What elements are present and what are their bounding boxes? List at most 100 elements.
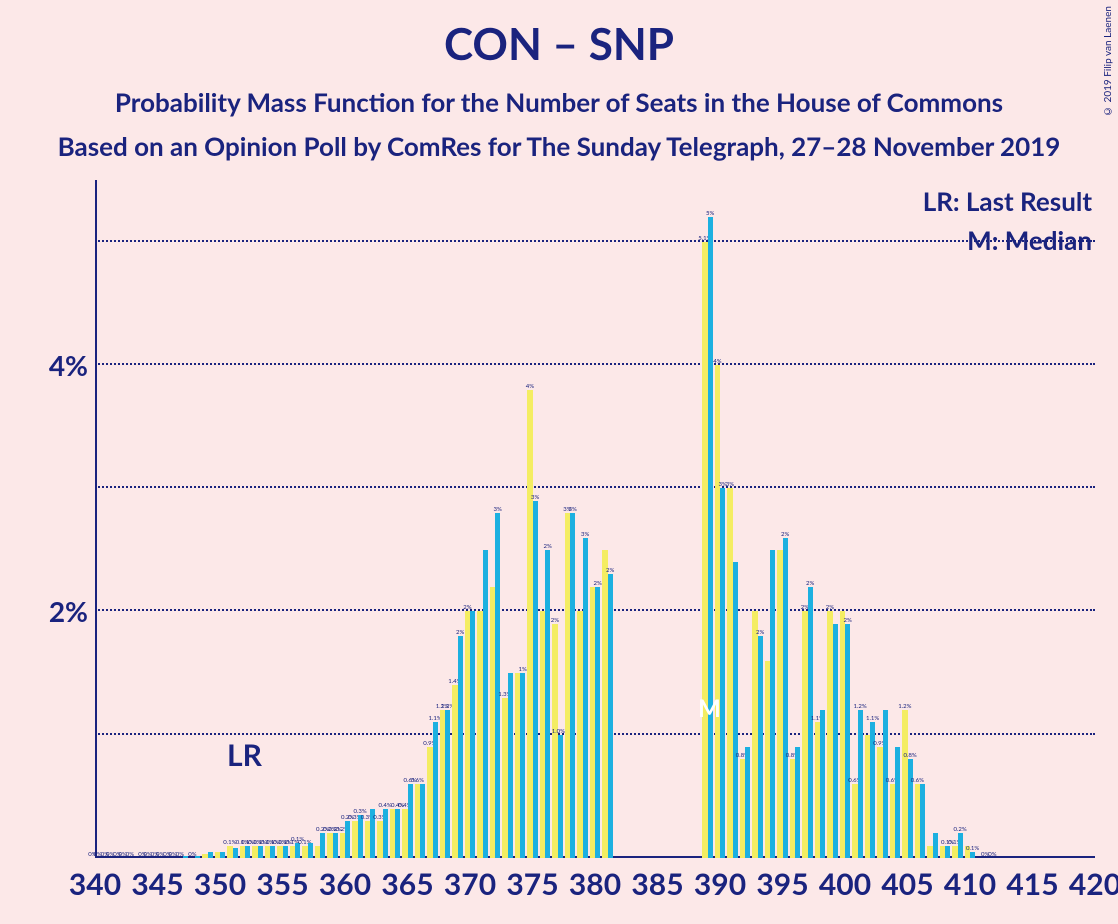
median-marker: M <box>698 694 721 723</box>
bar-value-label: 0% <box>988 851 996 858</box>
bar-series-b <box>895 747 900 858</box>
bar-series-b: 0.1% <box>283 846 288 858</box>
bar-value-label: 1% <box>518 666 526 673</box>
plot-area: 0%0%0%0%0%0%0%0%0%0%0%0%0%0%0%0.1%0.1%0.… <box>95 180 1095 858</box>
bar-value-label: 0.8% <box>904 752 917 759</box>
bar-series-b: 1.1% <box>433 722 438 858</box>
bar-value-label: 1.2% <box>854 703 867 710</box>
bar-series-b: 2% <box>545 550 550 858</box>
bar-value-label: 5% <box>706 210 714 217</box>
bar-value-label: 1.2% <box>898 703 911 710</box>
bar-series-b: 2% <box>808 587 813 858</box>
bar-series-b: 2% <box>458 636 463 858</box>
bar-value-label: 2% <box>456 629 464 636</box>
bar-series-b: 1.2% <box>445 710 450 858</box>
bar-value-label: 2% <box>826 604 834 611</box>
bar-value-label: 1.1% <box>866 715 879 722</box>
bar-series-b: 0.1% <box>945 846 950 858</box>
bar-series-b <box>745 747 750 858</box>
bar-series-b <box>470 611 475 858</box>
bar-series-b <box>933 833 938 858</box>
x-tick-label: 385 <box>631 866 683 902</box>
bar-value-label: 0.1% <box>966 845 979 852</box>
bar-series-b: 2% <box>595 587 600 858</box>
bar-value-label: 2% <box>606 567 614 574</box>
bar-value-label: 4% <box>526 383 534 390</box>
bar-series-b: 0.2% <box>345 821 350 858</box>
x-tick-label: 415 <box>1006 866 1058 902</box>
bar-series-b: 3% <box>495 513 500 858</box>
bar-series-b <box>183 856 188 858</box>
bar-series-b <box>733 562 738 858</box>
bar-series-b: 3% <box>583 538 588 859</box>
bar-series-b: 0.4% <box>383 809 388 858</box>
bar-value-label: 0.6% <box>411 777 424 784</box>
x-tick-label: 345 <box>131 866 183 902</box>
chart-subtitle-1: Probability Mass Function for the Number… <box>0 86 1118 118</box>
bar-series-b: 3% <box>533 501 538 858</box>
bar-value-label: 2% <box>756 629 764 636</box>
bar-series-b: 0.1% <box>970 852 975 858</box>
y-tick-label: 4% <box>49 348 88 382</box>
bar-value-label: 3% <box>493 506 501 513</box>
x-tick-label: 410 <box>944 866 996 902</box>
bar-value-label: 2% <box>543 543 551 550</box>
bar-series-b: 1.0%8 <box>558 735 563 858</box>
bar-value-label: 0% <box>126 851 134 858</box>
chart-title: CON – SNP <box>0 18 1118 70</box>
bar-value-label: 2% <box>781 531 789 538</box>
last-result-marker: LR <box>227 737 262 773</box>
chart-page: © 2019 Filip van Laenen CON – SNP Probab… <box>0 0 1118 924</box>
bar-series-b: 0.2% <box>320 833 325 858</box>
x-tick-label: 370 <box>444 866 496 902</box>
bar-series-b <box>833 624 838 858</box>
bar-value-label: 2% <box>843 617 851 624</box>
bar-series-b: 1.2% <box>858 710 863 858</box>
bar-value-label: 3% <box>726 481 734 488</box>
y-tick-label: 2% <box>49 594 88 628</box>
bar-series-b <box>220 852 225 858</box>
bar-series-b: 0.6% <box>408 784 413 858</box>
bar-value-label: 2% <box>806 580 814 587</box>
bar-value-label: 2% <box>463 604 471 611</box>
bar-series-b: 2% <box>608 574 613 858</box>
bar-value-label: 3% <box>568 506 576 513</box>
bar-value-label: 0.2% <box>954 826 967 833</box>
x-tick-label: 420 <box>1069 866 1118 902</box>
bar-series-b <box>195 856 200 858</box>
x-tick-label: 365 <box>381 866 433 902</box>
bar-series-b: 0.8% <box>908 759 913 858</box>
bar-series-b <box>308 843 313 858</box>
bar-series-b: 2% <box>758 636 763 858</box>
x-tick-label: 375 <box>506 866 558 902</box>
x-tick-label: 395 <box>756 866 808 902</box>
bar-series-b: 0.1% <box>270 846 275 858</box>
bar-value-label: 2% <box>551 617 559 624</box>
bar-value-label: 0.1% <box>223 839 236 846</box>
bar-series-b: 3% <box>570 513 575 858</box>
x-tick-label: 390 <box>694 866 746 902</box>
bar-series-b: 0.2% <box>333 833 338 858</box>
bar-value-label: 4% <box>713 358 721 365</box>
bar-series-b: 3% <box>720 488 725 858</box>
x-labels: 3403453503553603653703753803853903954004… <box>95 866 1095 906</box>
x-tick-label: 380 <box>569 866 621 902</box>
bar-series-b: 0.3% <box>358 815 363 858</box>
x-tick-label: 360 <box>319 866 371 902</box>
bar-series-b <box>420 784 425 858</box>
bar-series-b <box>820 710 825 858</box>
x-tick-label: 405 <box>881 866 933 902</box>
x-tick-label: 355 <box>256 866 308 902</box>
bar-series-b <box>483 550 488 858</box>
bar-series-b <box>770 550 775 858</box>
bar-series-b: 2% <box>783 538 788 859</box>
x-tick-label: 350 <box>194 866 246 902</box>
bar-series-b: 2% <box>845 624 850 858</box>
bar-value-label: 3% <box>581 531 589 538</box>
bar-series-b: 0.2% <box>958 833 963 858</box>
x-tick-label: 340 <box>69 866 121 902</box>
bar-value-label: 3% <box>531 494 539 501</box>
bar-series-b <box>233 848 238 858</box>
bar-series-b: 1% <box>520 673 525 858</box>
bar-series-b: 5% <box>708 217 713 858</box>
